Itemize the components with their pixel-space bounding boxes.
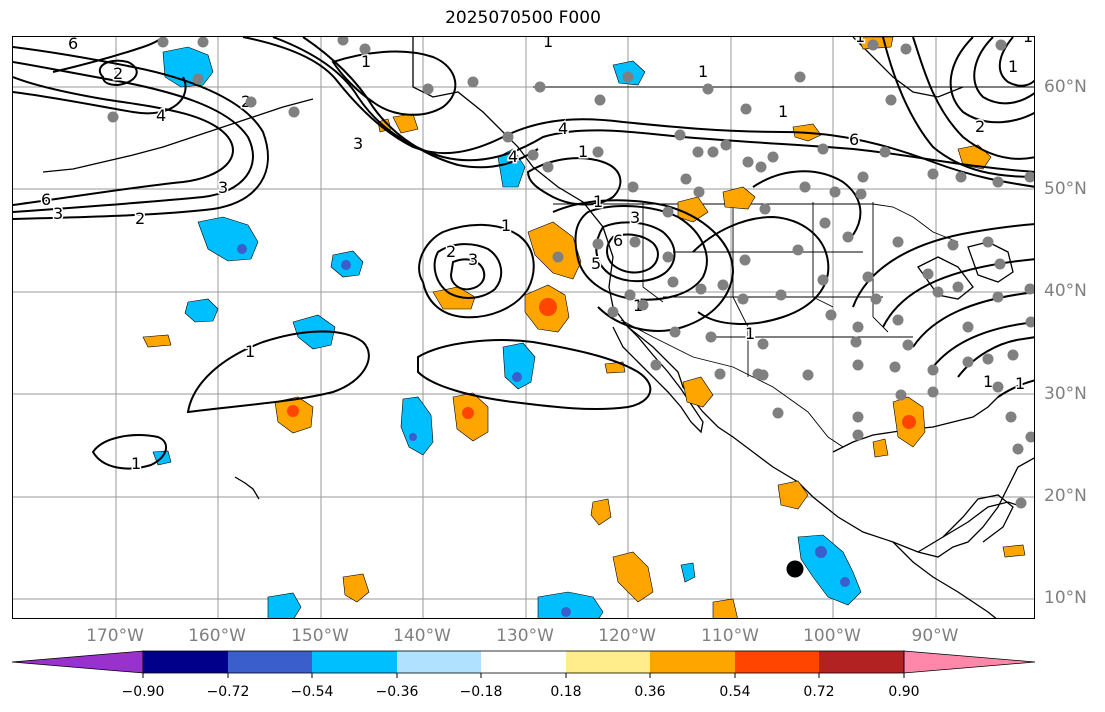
contour-label: 6 bbox=[68, 37, 78, 53]
contour-label: 1 bbox=[983, 372, 993, 391]
colorbar-segment bbox=[312, 651, 397, 673]
lon-label: 170°W bbox=[86, 626, 144, 646]
colorbar-tick: 0.36 bbox=[634, 684, 666, 700]
positive-anomalies bbox=[142, 37, 1026, 618]
graticule bbox=[13, 37, 1034, 618]
contour-label: 6 bbox=[849, 130, 859, 149]
station-markers bbox=[107, 37, 1034, 509]
contour-label: 2 bbox=[975, 117, 985, 136]
contour-label: 1 bbox=[578, 142, 588, 161]
contour-label: 1 bbox=[543, 37, 553, 51]
contour-label: 1 bbox=[1023, 37, 1033, 46]
contour-label: 3 bbox=[353, 134, 363, 153]
contour-label: 5 bbox=[591, 254, 601, 273]
contour-label: 1 bbox=[778, 102, 788, 121]
contour-label: 1 bbox=[698, 62, 708, 81]
lat-label: 60°N bbox=[1044, 77, 1087, 97]
contour-label: 3 bbox=[218, 178, 228, 197]
colorbar-tick: 0.54 bbox=[719, 684, 751, 700]
contour-label: 1 bbox=[593, 192, 603, 211]
colorbar-segment bbox=[397, 651, 481, 673]
lon-label: 160°W bbox=[188, 626, 246, 646]
height-contours bbox=[13, 37, 1034, 470]
colorbar-segment bbox=[650, 651, 735, 673]
contour-label: 4 bbox=[156, 106, 166, 125]
lat-label: 10°N bbox=[1044, 588, 1087, 608]
colorbar-extend-low bbox=[11, 650, 144, 674]
contour-label: 1 bbox=[501, 216, 511, 235]
negative-anomalies bbox=[152, 46, 862, 618]
lon-label: 110°W bbox=[701, 626, 759, 646]
contour-label: 1 bbox=[1015, 374, 1025, 393]
colorbar-segment bbox=[143, 651, 228, 673]
colorbar-segment bbox=[566, 651, 650, 673]
colorbar-tick: −0.72 bbox=[206, 684, 250, 700]
contour-label: 1 bbox=[1008, 57, 1018, 76]
colorbar-tick: −0.54 bbox=[290, 684, 334, 700]
lon-label: 150°W bbox=[291, 626, 349, 646]
lon-label: 140°W bbox=[393, 626, 451, 646]
lon-label: 100°W bbox=[803, 626, 861, 646]
lon-label: 90°W bbox=[911, 626, 959, 646]
contour-label: 2 bbox=[113, 64, 123, 83]
colorbar-segment bbox=[735, 651, 819, 673]
map-canvas: 6 2 2 4 4 3 3 1 1 2 6 3 2 3 1 1 3 1 5 6 … bbox=[13, 37, 1035, 618]
colorbar-segment bbox=[819, 651, 904, 673]
map-frame: 6 2 2 4 4 3 3 1 1 2 6 3 2 3 1 1 3 1 5 6 … bbox=[12, 36, 1035, 619]
contour-label: 3 bbox=[630, 208, 640, 227]
contour-label: 4 bbox=[508, 147, 518, 166]
contour-label: 4 bbox=[558, 119, 568, 138]
colorbar-outline bbox=[142, 650, 905, 674]
colorbar-segments bbox=[11, 650, 1036, 678]
contour-labels: 6 2 2 4 4 3 3 1 1 2 6 3 2 3 1 1 3 1 5 6 … bbox=[40, 37, 1035, 475]
lat-label: 30°N bbox=[1044, 384, 1087, 404]
colorbar-tick: −0.90 bbox=[121, 684, 165, 700]
storm-marker bbox=[786, 560, 804, 578]
borders bbox=[533, 86, 1034, 448]
colorbar-extend-high bbox=[903, 650, 1036, 674]
contour-label: 6 bbox=[613, 231, 623, 250]
colorbar-tick: 0.18 bbox=[550, 684, 582, 700]
lon-label: 130°W bbox=[496, 626, 554, 646]
colorbar-segment bbox=[228, 651, 312, 673]
contour-label: 1 bbox=[745, 324, 755, 343]
lon-label: 120°W bbox=[598, 626, 656, 646]
lat-label: 50°N bbox=[1044, 179, 1087, 199]
contour-label: 3 bbox=[468, 250, 478, 269]
colorbar-tick: −0.18 bbox=[459, 684, 503, 700]
colorbar-tick: 0.90 bbox=[888, 684, 920, 700]
contour-label: 1 bbox=[361, 52, 371, 71]
lat-label: 40°N bbox=[1044, 281, 1087, 301]
map-title: 2025070500 F000 bbox=[445, 8, 601, 28]
contour-label: 2 bbox=[446, 242, 456, 261]
colorbar-tick: −0.36 bbox=[375, 684, 419, 700]
colorbar-segment bbox=[481, 651, 566, 673]
colorbar-tick: 0.72 bbox=[803, 684, 835, 700]
contour-label: 1 bbox=[245, 342, 255, 361]
lat-label: 20°N bbox=[1044, 486, 1087, 506]
contour-label: 1 bbox=[855, 37, 865, 46]
contour-label: 6 bbox=[41, 190, 51, 209]
contour-label: 3 bbox=[53, 204, 63, 223]
contour-label: 2 bbox=[135, 209, 145, 228]
contour-label: 1 bbox=[131, 454, 141, 473]
